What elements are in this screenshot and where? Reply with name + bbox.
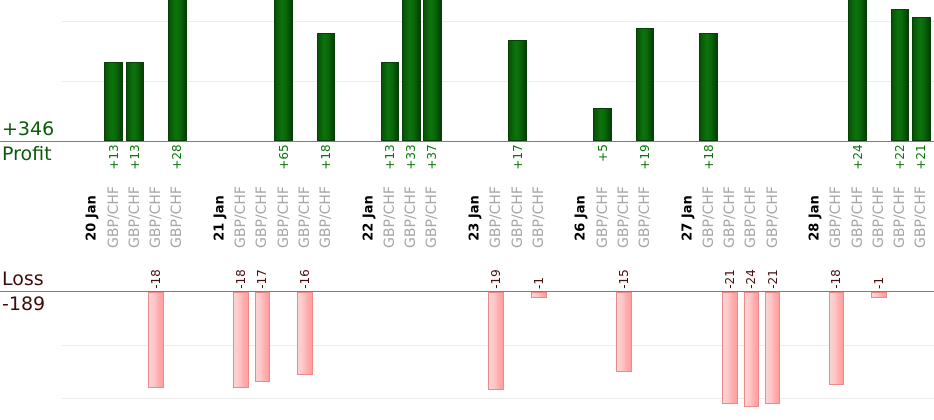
- profit-value-label: +37: [425, 143, 440, 170]
- symbol-tick-label: GBP/CHF: [148, 185, 165, 248]
- loss-value-label: -19: [489, 269, 504, 290]
- profit-value-label: +28: [170, 143, 185, 170]
- loss-bar: [743, 292, 760, 407]
- profit-bar: [912, 17, 931, 141]
- symbol-tick-label: GBP/CHF: [594, 185, 611, 248]
- symbol-tick-label: GBP/CHF: [318, 185, 335, 248]
- profit-bar: [508, 40, 527, 141]
- profit-value-label: +5: [595, 144, 610, 162]
- loss-value-label: -21: [723, 269, 738, 290]
- loss-value-label: -18: [829, 269, 844, 290]
- profit-total-label: +346: [2, 118, 55, 140]
- symbol-tick-label: GBP/CHF: [870, 185, 887, 248]
- profit-bar: [168, 0, 187, 141]
- profit-value-label: +13: [127, 143, 142, 170]
- symbol-tick-label: GBP/CHF: [275, 185, 292, 248]
- symbol-tick-label: GBP/CHF: [381, 185, 398, 248]
- loss-axis-title: Loss: [2, 268, 44, 290]
- profit-value-label: +18: [701, 143, 716, 170]
- profit-value-label: +33: [404, 143, 419, 170]
- symbol-tick-label: GBP/CHF: [615, 185, 632, 248]
- loss-bar: [254, 292, 271, 382]
- loss-value-label: -21: [765, 269, 780, 290]
- symbol-tick-label: GBP/CHF: [424, 185, 441, 248]
- symbol-tick-label: GBP/CHF: [488, 185, 505, 248]
- loss-value-label: -17: [255, 269, 270, 290]
- profit-bar: [848, 0, 867, 141]
- loss-bar: [828, 292, 845, 385]
- loss-value-label: -16: [297, 269, 312, 290]
- loss-bar: [488, 292, 504, 390]
- symbol-tick-label: GBP/CHF: [126, 185, 143, 248]
- symbol-tick-label: GBP/CHF: [849, 185, 866, 248]
- profit-bar: [316, 33, 336, 141]
- profit-axis-title: Profit: [2, 142, 52, 165]
- profit-bar: [274, 0, 293, 141]
- profit-value-label: +18: [319, 143, 334, 170]
- symbol-tick-label: GBP/CHF: [637, 185, 654, 248]
- loss-bar: [531, 292, 547, 298]
- profit-value-label: +65: [276, 143, 291, 170]
- loss-value-label: -24: [744, 269, 759, 290]
- profit-value-label: +19: [638, 143, 653, 170]
- gridline: [62, 21, 934, 22]
- date-tick-label: 22 Jan: [361, 195, 377, 242]
- loss-axis-line: [0, 291, 934, 293]
- loss-total-label: -189: [2, 292, 46, 315]
- symbol-tick-label: GBP/CHF: [828, 185, 845, 248]
- symbol-tick-label: GBP/CHF: [254, 185, 271, 248]
- symbol-tick-label: GBP/CHF: [764, 185, 781, 248]
- loss-bar: [722, 292, 738, 404]
- profit-value-label: +22: [893, 143, 908, 170]
- profit-bar: [635, 28, 655, 141]
- profit-bar: [104, 62, 123, 141]
- symbol-tick-label: GBP/CHF: [913, 185, 930, 248]
- loss-value-label: -15: [616, 269, 631, 290]
- symbol-tick-label: GBP/CHF: [509, 185, 526, 248]
- profit-value-label: +13: [106, 143, 121, 170]
- profit-value-label: +17: [510, 143, 525, 170]
- loss-bar: [233, 292, 249, 388]
- profit-bar: [423, 0, 442, 141]
- symbol-tick-label: GBP/CHF: [169, 185, 186, 248]
- profit-bar: [890, 9, 910, 141]
- symbol-tick-label: GBP/CHF: [700, 185, 717, 248]
- symbol-tick-label: GBP/CHF: [403, 185, 420, 248]
- loss-bar: [616, 292, 632, 372]
- loss-value-label: -18: [149, 269, 164, 290]
- loss-bar: [871, 292, 887, 298]
- symbol-tick-label: GBP/CHF: [530, 185, 547, 248]
- profit-bar: [380, 62, 400, 141]
- loss-bar: [148, 292, 164, 388]
- symbol-tick-label: GBP/CHF: [296, 185, 313, 248]
- date-tick-label: 27 Jan: [680, 195, 696, 242]
- symbol-tick-label: GBP/CHF: [892, 185, 909, 248]
- gridline: [62, 398, 934, 399]
- profit-value-label: +13: [382, 143, 397, 170]
- profit-bar: [593, 108, 612, 141]
- profit-bar: [699, 33, 719, 141]
- date-tick-label: 28 Jan: [807, 195, 823, 242]
- loss-value-label: -1: [531, 277, 546, 290]
- loss-value-label: -1: [871, 277, 886, 290]
- gridline: [62, 81, 934, 82]
- symbol-tick-label: GBP/CHF: [743, 185, 760, 248]
- symbol-tick-label: GBP/CHF: [105, 185, 122, 248]
- profit-value-label: +24: [850, 143, 865, 170]
- date-tick-label: 26 Jan: [573, 195, 589, 242]
- loss-value-label: -18: [234, 269, 249, 290]
- profit-bar: [125, 62, 145, 141]
- loss-bar: [764, 292, 781, 404]
- date-tick-label: 23 Jan: [467, 195, 483, 242]
- date-tick-label: 21 Jan: [212, 195, 228, 242]
- profit-value-label: +21: [914, 143, 929, 170]
- symbol-tick-label: GBP/CHF: [722, 185, 739, 248]
- profit-axis-line: [0, 141, 934, 143]
- profit-bar: [401, 0, 421, 141]
- symbol-tick-label: GBP/CHF: [233, 185, 250, 248]
- loss-bar: [297, 292, 313, 375]
- date-tick-label: 20 Jan: [84, 195, 100, 242]
